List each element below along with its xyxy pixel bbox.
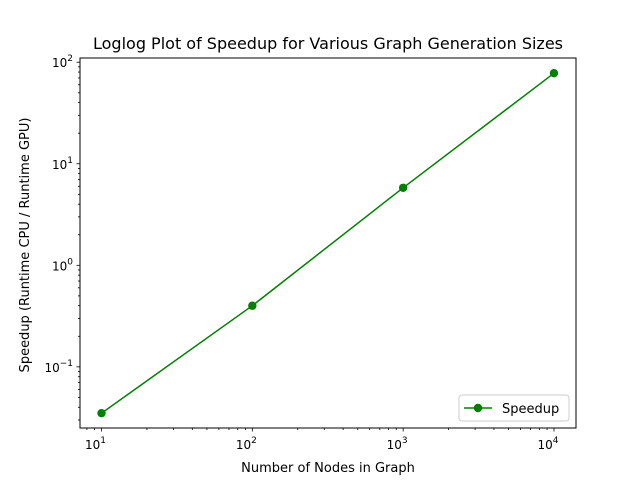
data-point xyxy=(248,301,257,310)
legend-point-marker xyxy=(473,403,483,413)
plot-area-frame xyxy=(79,57,577,429)
legend-box xyxy=(458,394,570,422)
y-axis-label: Speedup (Runtime CPU / Runtime GPU) xyxy=(18,118,33,373)
x-axis-label: Number of Nodes in Graph xyxy=(241,461,415,476)
legend: Speedup xyxy=(458,394,570,422)
data-point xyxy=(549,68,559,78)
series-line xyxy=(101,72,555,414)
series-layer xyxy=(97,68,559,418)
data-point xyxy=(398,183,408,192)
chart-title: Loglog Plot of Speedup for Various Graph… xyxy=(93,34,563,53)
data-point xyxy=(97,408,106,418)
legend-label: Speedup xyxy=(502,402,559,417)
